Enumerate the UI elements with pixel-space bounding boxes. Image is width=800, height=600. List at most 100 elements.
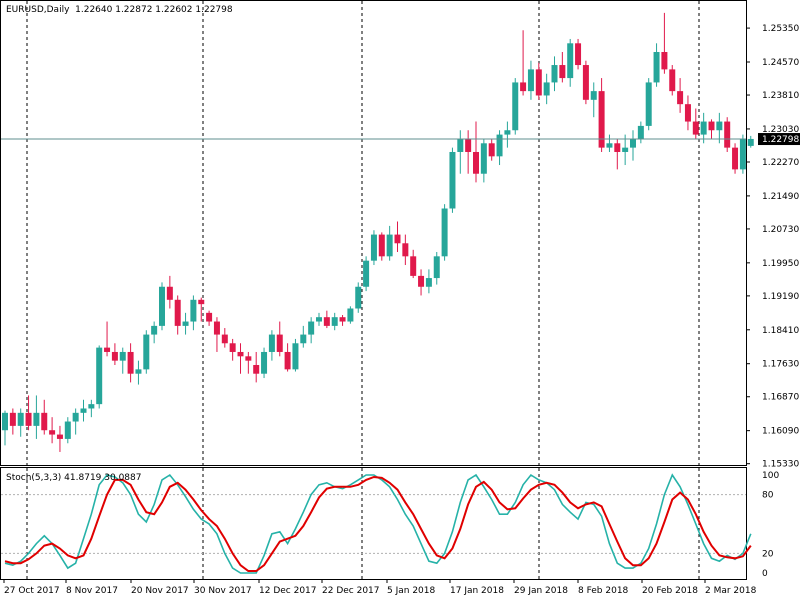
candle-body [347, 308, 354, 322]
candle-body [276, 334, 283, 352]
price-tick-label: 1.16870 [762, 393, 799, 403]
candle-body [622, 147, 629, 152]
candle-body [198, 299, 205, 305]
candle-body [127, 351, 134, 374]
candle-body [316, 317, 322, 322]
candle-body [17, 412, 24, 426]
candle-body [378, 234, 385, 257]
time-axis: 27 Oct 2017 8 Nov 2017 20 Nov 2017 30 Nov 2… [3, 579, 757, 596]
candle-body [418, 275, 425, 287]
candle-body [614, 143, 621, 152]
candle-body [206, 312, 213, 322]
price-tick-label: 1.16090 [762, 427, 799, 437]
candle-body [653, 51, 660, 83]
candle-body [425, 278, 432, 287]
candle-body [119, 351, 126, 361]
candle-body [700, 121, 707, 135]
candle-body [606, 143, 613, 148]
candle-body [221, 334, 228, 344]
candle-body [166, 286, 173, 300]
stochastic-pane [0, 467, 752, 580]
stoch-tick-label: 80 [762, 491, 774, 501]
stoch-pane-frame [0, 467, 747, 580]
stoch-signal-line [4, 475, 752, 572]
candle-body [551, 65, 558, 83]
time-tick-label: 29 Jan 2018 [514, 586, 568, 596]
time-tick-label: 30 Nov 2017 [194, 586, 252, 596]
candle-body [724, 121, 731, 148]
candle-body [96, 347, 103, 405]
candle-body [245, 356, 252, 361]
candle-body [190, 299, 197, 322]
time-tick-label: 5 Jan 2018 [387, 586, 435, 596]
candle-body [56, 434, 63, 439]
stoch-tick-label: 0 [762, 569, 768, 579]
candle-body [237, 351, 244, 357]
candle-body [2, 412, 8, 431]
candle-body [49, 430, 56, 435]
time-tick-label: 8 Feb 2018 [578, 586, 629, 596]
candle-body [151, 325, 158, 335]
current-price-box [758, 133, 800, 146]
candle-body [292, 343, 299, 370]
candle-body [339, 317, 346, 322]
candle-body [496, 134, 503, 157]
candle-body [739, 138, 746, 170]
candle-body [480, 143, 487, 174]
price-pane [0, 0, 754, 466]
ohlc-values: 1.22640 1.22872 1.22602 1.22798 [75, 5, 233, 15]
candle-body [457, 138, 464, 152]
candle-body [9, 412, 16, 426]
price-tick-label: 1.19190 [762, 292, 799, 302]
candle-body [473, 151, 479, 174]
current-price-label: 1.22798 [762, 135, 799, 145]
stochastic-label: Stoch(5,3,3) 41.8719 30.0887 [6, 473, 142, 483]
candle-body [80, 408, 87, 413]
candle-body [308, 321, 315, 335]
candle-body [174, 299, 181, 326]
candle-body [582, 65, 589, 100]
candle-body [567, 43, 574, 79]
candle-body [261, 351, 268, 374]
candle-body [33, 412, 40, 426]
candle-body [284, 351, 291, 370]
candle-body [135, 369, 142, 374]
candle-body [732, 147, 739, 170]
price-tick-label: 1.18410 [762, 326, 799, 336]
time-tick-label: 20 Feb 2018 [642, 586, 698, 596]
time-tick-label: 20 Nov 2017 [131, 586, 189, 596]
candle-body [645, 82, 652, 126]
price-pane-frame [0, 0, 747, 466]
time-tick-label: 17 Jan 2018 [450, 586, 504, 596]
candle-body [394, 234, 401, 244]
candle-body [88, 404, 95, 409]
price-tick-label: 1.15330 [762, 460, 799, 470]
stoch-main-line [4, 473, 752, 574]
candle-body [433, 256, 440, 279]
price-tick-label: 1.24570 [762, 58, 799, 68]
time-tick-label: 27 Oct 2017 [4, 586, 60, 596]
candle-body [300, 334, 307, 344]
candle-body [41, 412, 48, 431]
candle-body [268, 334, 275, 352]
time-tick-label: 22 Dec 2017 [322, 586, 380, 596]
stoch-tick-label: 100 [762, 471, 779, 481]
time-tick-label: 12 Dec 2017 [259, 586, 317, 596]
candle-body [465, 138, 472, 152]
candle-body [143, 334, 150, 370]
candle-body [590, 91, 597, 100]
candle-body [64, 421, 71, 439]
candle-body [535, 69, 542, 96]
candle-body [363, 260, 370, 287]
candle-body [386, 234, 393, 257]
chart-title: EURUSD,Daily 1.22640 1.22872 1.22602 1.2… [6, 5, 233, 15]
candle-body [684, 104, 691, 122]
price-tick-label: 1.22270 [762, 158, 799, 168]
candle-body [449, 151, 456, 209]
candle-body [72, 412, 79, 422]
stoch-tick-label: 20 [762, 549, 774, 559]
price-axis: 1.25350 1.24570 1.23810 1.23030 1.22270 1.214… [746, 24, 800, 579]
time-tick-label: 8 Nov 2017 [66, 586, 118, 596]
candle-body [229, 343, 236, 352]
